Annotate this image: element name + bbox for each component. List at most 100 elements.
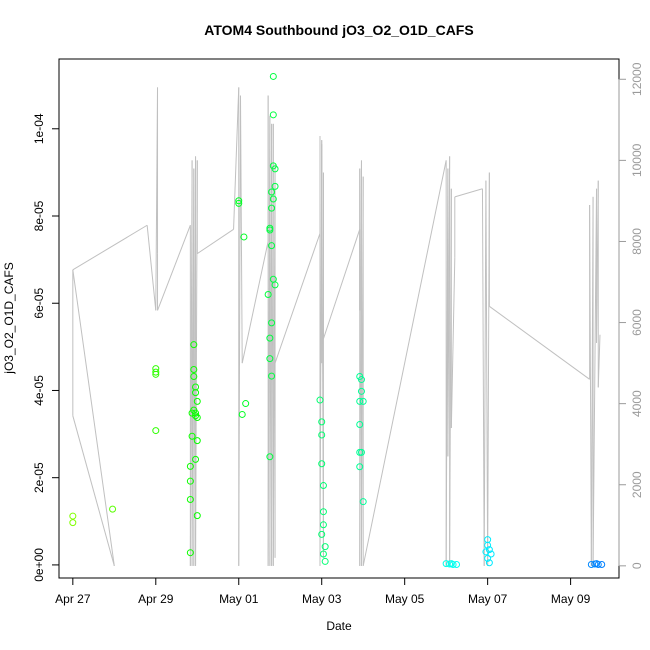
data-point <box>235 197 243 205</box>
line-segment <box>597 334 601 388</box>
data-point <box>186 462 194 470</box>
data-point <box>192 455 200 463</box>
data-point <box>271 281 279 289</box>
data-point <box>269 195 277 203</box>
line-segment <box>489 305 590 380</box>
data-point <box>587 560 595 568</box>
data-point <box>319 508 327 516</box>
data-point <box>240 233 248 241</box>
y2-tick-label: 8000 <box>630 228 644 255</box>
data-point <box>193 512 201 520</box>
y2-tick-label: 6000 <box>630 309 644 336</box>
data-point <box>109 505 117 513</box>
line-segment <box>157 225 191 311</box>
data-point <box>356 463 364 471</box>
data-point <box>318 431 326 439</box>
line-segment <box>241 241 269 364</box>
data-point <box>69 519 77 527</box>
data-point <box>357 448 365 456</box>
data-point <box>192 389 200 397</box>
data-point <box>266 334 274 342</box>
x-tick-label: Apr 27 <box>55 592 91 606</box>
data-point <box>152 368 160 376</box>
data-point <box>266 355 274 363</box>
x-tick-label: May 05 <box>385 592 425 606</box>
y-axis: 0e+00 2e-05 4e-05 6e-05 8e-05 1e-04 <box>32 113 60 582</box>
data-point <box>318 530 326 538</box>
data-point <box>453 560 461 568</box>
line-segment <box>481 188 485 566</box>
data-point <box>266 226 274 234</box>
line-segment <box>239 95 243 364</box>
data-point <box>193 397 201 405</box>
data-point <box>186 549 194 557</box>
data-point <box>319 550 327 558</box>
data-point <box>487 550 495 558</box>
y2-axis: 0 2000 4000 6000 8000 10000 12000 <box>618 62 644 569</box>
y2-tick-label: 4000 <box>630 390 644 417</box>
data-point <box>242 400 250 408</box>
data-point <box>359 397 367 405</box>
data-point <box>356 397 364 405</box>
data-point <box>268 242 276 250</box>
line-segment <box>450 257 456 428</box>
line-segment <box>485 180 489 566</box>
x-tick-label: May 01 <box>219 592 259 606</box>
data-point <box>152 427 160 435</box>
data-point <box>190 366 198 374</box>
line-segment <box>274 233 321 364</box>
data-point <box>318 460 326 468</box>
data-point <box>268 372 276 380</box>
chart-title: ATOM4 Southbound jO3_O2_O1D_CAFS <box>204 22 473 38</box>
line-segment <box>233 87 240 230</box>
data-point <box>271 165 279 173</box>
x-tick-label: May 07 <box>468 592 508 606</box>
data-point <box>447 560 455 568</box>
data-point <box>484 541 492 549</box>
line-segment <box>592 188 598 566</box>
line-segment <box>72 224 148 271</box>
data-point <box>186 477 194 485</box>
data-point <box>321 557 329 565</box>
y2-tick-label: 10000 <box>630 143 644 177</box>
data-point <box>593 560 601 568</box>
data-point <box>268 319 276 327</box>
data-point <box>268 204 276 212</box>
line-segment <box>196 228 234 255</box>
y-tick-label: 0e+00 <box>32 548 46 582</box>
data-point <box>319 482 327 490</box>
secondary-line-series <box>72 87 601 566</box>
data-point <box>598 560 606 568</box>
line-segment <box>238 95 241 566</box>
x-tick-label: Apr 29 <box>138 592 174 606</box>
data-point <box>152 370 160 378</box>
data-point <box>193 414 201 422</box>
line-segment <box>589 204 592 566</box>
y2-tick-label: 2000 <box>630 471 644 498</box>
line-segment <box>362 160 447 566</box>
plot-frame <box>58 58 620 579</box>
y2-tick-label: 0 <box>630 562 644 569</box>
y-tick-label: 4e-05 <box>32 375 46 406</box>
data-point <box>356 420 364 428</box>
data-point <box>319 521 327 529</box>
data-point <box>238 410 246 418</box>
data-point <box>485 546 493 554</box>
y-tick-label: 6e-05 <box>32 288 46 319</box>
data-point <box>69 512 77 520</box>
data-point <box>235 199 243 207</box>
y-tick-label: 2e-05 <box>32 462 46 493</box>
x-tick-label: May 09 <box>551 592 591 606</box>
data-point <box>190 341 198 349</box>
data-point <box>266 453 274 461</box>
data-point <box>321 543 329 551</box>
x-axis-label: Date <box>326 619 352 633</box>
data-point <box>192 409 200 417</box>
x-tick-label: May 03 <box>302 592 342 606</box>
data-point <box>485 559 493 567</box>
data-point <box>186 495 194 503</box>
data-point <box>193 437 201 445</box>
data-point <box>188 432 196 440</box>
line-segment <box>72 269 115 566</box>
line-segment <box>322 229 361 339</box>
